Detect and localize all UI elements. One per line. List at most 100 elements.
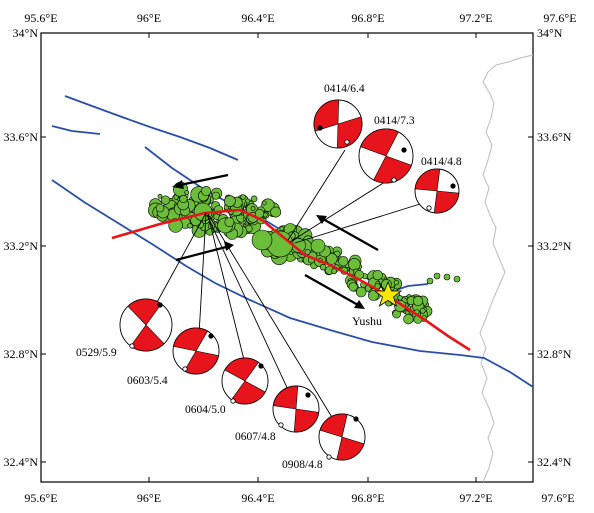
aftershock-dot [224, 217, 235, 227]
left-label-4: 32.4°N [4, 455, 39, 469]
axis-ticks [40, 32, 534, 482]
mechanism-label-4: 0603/5.4 [127, 375, 168, 387]
aftershock-dot [187, 223, 193, 229]
mechanism-connector-5 [207, 214, 250, 381]
mechanism-connector-3 [149, 212, 207, 316]
mechanism-label-2: 0414/4.8 [421, 156, 462, 168]
aftershock-dot [319, 264, 327, 271]
aftershock-dot [160, 195, 171, 205]
aftershock-dot [250, 206, 256, 211]
mechanism-connector-0 [287, 149, 346, 241]
beachball-icon [172, 327, 220, 375]
aftershock-dot [393, 279, 400, 286]
bottom-label-5: 97.6°E [541, 491, 574, 505]
fault-north-segment [64, 95, 239, 161]
beachball-icon [318, 413, 366, 461]
mechanism-label-6: 0607/4.8 [235, 431, 276, 443]
top-axis-labels: 95.6°E 96°E 96.4°E 96.8°E 97.2°E 97.6°E [24, 11, 576, 25]
right-axis-labels: 34°N 33.6°N 33.2°N 32.8°N 32.4°N [537, 26, 572, 469]
right-label-1: 33.6°N [537, 130, 572, 144]
fault-short-segment [51, 125, 101, 135]
top-label-3: 96.8°E [351, 11, 384, 25]
aftershock-dot [245, 198, 251, 204]
left-lateral-arrow-southeast-upper [316, 215, 379, 251]
bottom-label-0: 95.6°E [24, 491, 57, 505]
beachball-icon [119, 298, 173, 352]
mechanism-connectors [149, 149, 437, 438]
right-label-0: 34°N [537, 26, 563, 40]
left-lateral-arrow-northwest-upper [172, 173, 229, 189]
mainshock-star-icon [373, 280, 403, 307]
aftershock-dot [179, 194, 188, 204]
top-label-4: 97.2°E [459, 11, 492, 25]
mechanism-label-7: 0908/4.8 [282, 459, 323, 471]
left-lateral-arrow-northwest-lower [175, 241, 234, 262]
bottom-axis-labels: 95.6°E 96°E 96.4°E 96.8°E 97.2°E 97.6°E [24, 491, 574, 505]
mechanism-label-3: 0529/5.9 [76, 347, 117, 359]
aftershock-dot [157, 193, 163, 199]
top-label-1: 96°E [137, 11, 161, 25]
left-lateral-arrow-southeast-lower [304, 274, 365, 309]
aftershock-dot [372, 270, 383, 281]
aftershock-dot [426, 277, 434, 285]
aftershock-dot [355, 286, 367, 298]
aftershock-dot [261, 200, 267, 206]
aftershock-dot [412, 295, 424, 307]
aftershock-dot [270, 206, 282, 218]
mechanism-label-5: 0604/5.0 [185, 404, 226, 416]
beachball-icon [313, 99, 363, 149]
right-label-4: 32.4°N [537, 455, 572, 469]
aftershock-dot [240, 194, 246, 200]
aftershock-dot [279, 226, 285, 231]
mechanism-labels: 0414/6.4 0414/7.3 0414/4.8 0529/5.9 0603… [76, 83, 462, 471]
aftershock-dot [397, 295, 403, 301]
left-label-2: 33.2°N [4, 239, 39, 253]
right-label-2: 33.2°N [537, 239, 572, 253]
mechanism-connector-6 [206, 214, 297, 408]
bottom-label-1: 96°E [137, 491, 161, 505]
mechanism-label-0: 0414/6.4 [324, 83, 365, 95]
aftershock-dot [443, 273, 451, 281]
aftershock-dot [348, 258, 361, 271]
left-axis-labels: 34°N 33.6°N 33.2°N 32.8°N 32.4°N [4, 26, 39, 469]
bottom-label-2: 96.4°E [241, 491, 274, 505]
aftershock-dot [250, 195, 258, 203]
aftershock-dot [251, 229, 273, 251]
bottom-label-4: 97.2°E [459, 491, 492, 505]
beachball-icon [221, 357, 269, 405]
aftershock-dot [368, 290, 379, 301]
focal-mechanisms [119, 99, 460, 461]
left-label-3: 32.8°N [4, 347, 39, 361]
aftershock-dot [403, 313, 414, 325]
top-label-2: 96.4°E [241, 11, 274, 25]
beachball-icon [272, 385, 320, 433]
right-label-3: 32.8°N [537, 347, 572, 361]
bottom-label-3: 96.8°E [351, 491, 384, 505]
beachball-icon [358, 128, 414, 184]
aftershock-dot [419, 307, 426, 314]
fault-southern [51, 179, 534, 388]
aftershock-dot [453, 275, 461, 283]
slip-arrows [172, 173, 379, 309]
aftershock-dot [325, 253, 338, 265]
aftershock-dot [262, 212, 268, 218]
left-label-0: 34°N [13, 26, 39, 40]
beachball-icon [414, 168, 460, 214]
mechanism-connector-1 [289, 179, 389, 243]
mechanism-connector-2 [294, 198, 437, 244]
top-label-5: 97.6°E [543, 11, 576, 25]
aftershock-cluster [148, 181, 461, 325]
aftershock-dot [184, 189, 190, 195]
aftershock-dot [433, 272, 441, 280]
aftershock-dot [331, 268, 337, 275]
map-frame [40, 32, 534, 483]
aftershock-dot [155, 203, 165, 213]
aftershock-dot [224, 195, 236, 207]
place-label-yushu: Yushu [352, 314, 382, 328]
mechanism-label-1: 0414/7.3 [374, 115, 415, 127]
top-label-0: 95.6°E [24, 11, 57, 25]
aftershock-dot [211, 191, 220, 200]
province-border [479, 54, 534, 483]
mechanism-connector-7 [207, 213, 345, 438]
